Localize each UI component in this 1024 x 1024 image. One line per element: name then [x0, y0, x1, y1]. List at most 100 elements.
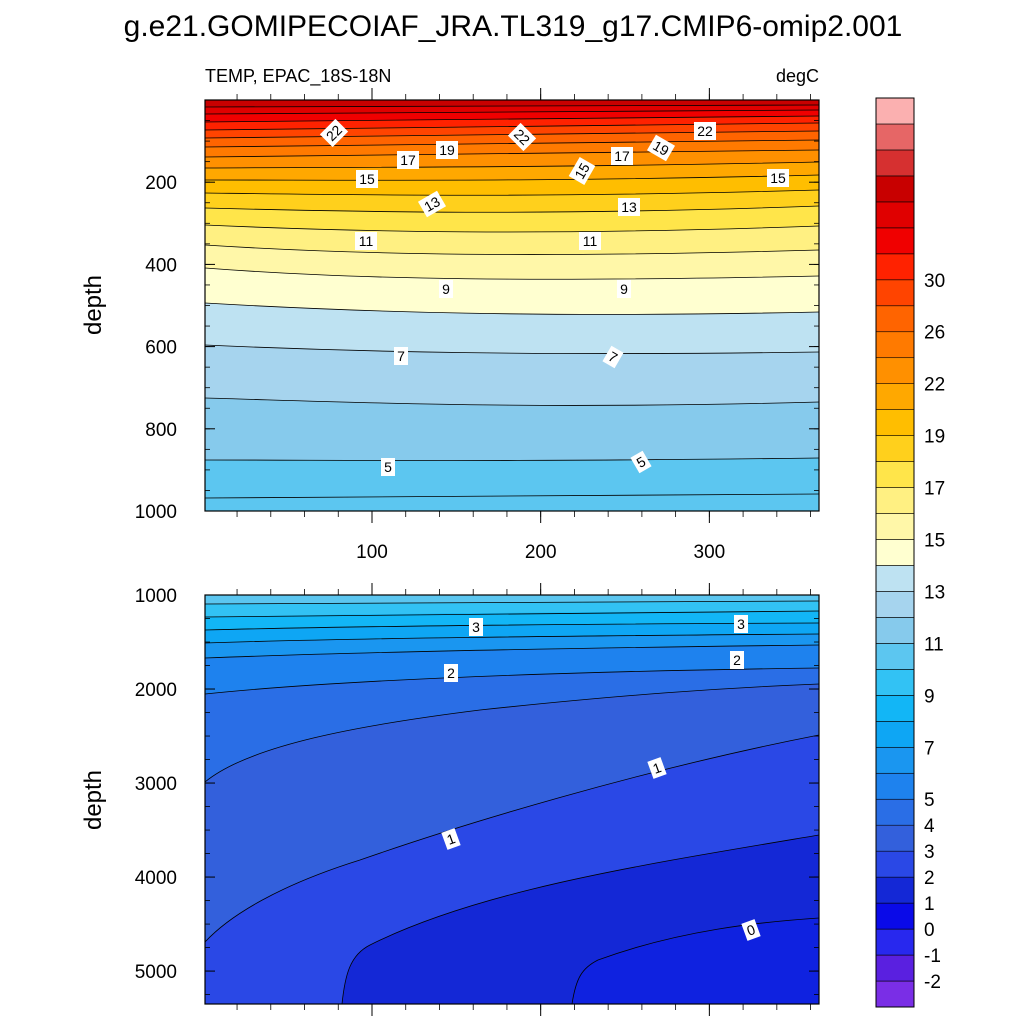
contour-label: 11: [355, 232, 377, 250]
svg-text:13: 13: [421, 193, 443, 215]
svg-text:7: 7: [397, 348, 405, 364]
y-tick-label: 3000: [135, 774, 177, 795]
colorbar-box: [875, 487, 915, 514]
contour-label: 5: [630, 450, 652, 474]
colorbar-box: [875, 643, 915, 670]
subtitle-left: TEMP, EPAC_18S-18N: [205, 66, 391, 87]
lower-ylabel: depth: [80, 770, 107, 830]
colorbar-label: 2: [924, 868, 935, 889]
upper-contour-lines: [205, 104, 819, 499]
lower-contour-fill: [205, 595, 819, 1004]
y-tick-label: 5000: [135, 962, 177, 983]
contour-label: 13: [618, 198, 640, 216]
contour-label: 22: [319, 118, 349, 148]
colorbar-box: [875, 928, 915, 956]
colorbar-box: [875, 279, 915, 307]
colorbar-box: [875, 227, 915, 255]
colorbar-box: [875, 980, 915, 1008]
contour-label: 19: [436, 141, 458, 159]
y-tick-label: 400: [145, 255, 177, 276]
colorbar-label: 9: [924, 686, 935, 707]
y-tick-label: 1000: [135, 586, 177, 607]
colorbar-label: 4: [924, 816, 935, 837]
svg-text:15: 15: [770, 170, 786, 186]
colorbar-box: [875, 461, 915, 488]
colorbar-box: [875, 331, 915, 359]
colorbar-label: 17: [924, 479, 945, 500]
y-tick-label: 1000: [135, 502, 177, 523]
subtitle-right: degC: [776, 66, 819, 86]
contour-label: 22: [507, 122, 537, 152]
contour-label: 11: [579, 232, 601, 250]
svg-text:3: 3: [472, 619, 480, 635]
upper-axes: 200 400 600 800 1000 100 200 300: [135, 88, 819, 563]
svg-text:9: 9: [620, 281, 628, 297]
colorbar-label: -1: [924, 946, 941, 967]
colorbar-label: 7: [924, 738, 935, 759]
y-tick-label: 800: [145, 420, 177, 441]
colorbar-label: 3: [924, 842, 935, 863]
colorbar-box: [875, 357, 915, 384]
svg-text:11: 11: [359, 233, 374, 249]
fill-band-24: [205, 100, 819, 107]
contour-label: 17: [611, 147, 633, 165]
colorbar-box: [875, 746, 915, 774]
contour-label: 0: [741, 919, 761, 941]
contour-label: 15: [568, 156, 596, 186]
colorbar-box: [875, 669, 915, 696]
colorbar-box: [875, 591, 915, 618]
colorbar-box: [875, 850, 915, 878]
svg-text:19: 19: [650, 137, 672, 159]
fill-band-8: [205, 595, 819, 604]
contour-label: 7: [394, 347, 408, 365]
lower-plot-frame: [204, 594, 820, 1005]
svg-text:22: 22: [697, 123, 713, 139]
colorbar-label: 13: [924, 582, 945, 603]
colorbar-label: 11: [924, 634, 944, 655]
contour-label: 15: [767, 169, 789, 187]
x-tick-label: 100: [356, 542, 388, 563]
svg-text:13: 13: [621, 199, 637, 215]
colorbar-label: 1: [924, 894, 935, 915]
svg-text:17: 17: [400, 152, 416, 168]
svg-text:9: 9: [442, 281, 450, 297]
colorbar-box: [875, 876, 915, 904]
y-tick-label: 4000: [135, 868, 177, 889]
svg-text:15: 15: [571, 160, 593, 182]
svg-text:2: 2: [447, 665, 455, 681]
y-tick-label: 2000: [135, 680, 177, 701]
colorbar-box: [875, 175, 915, 203]
contour-label: 9: [439, 280, 453, 298]
lower-contour-labels: 3 3 2 2 1 1 0: [441, 615, 761, 941]
svg-text:11: 11: [583, 233, 598, 249]
colorbar-box: [875, 201, 915, 229]
colorbar-box: [875, 97, 915, 125]
colorbar-frame: [875, 97, 915, 1008]
colorbar-box: [875, 253, 915, 281]
svg-text:17: 17: [614, 148, 630, 164]
contour-label: 7: [602, 345, 624, 369]
upper-contour-fill: [205, 100, 819, 511]
svg-text:19: 19: [439, 142, 455, 158]
contour-label: 17: [397, 151, 419, 169]
lower-panel: 1000 2000 3000 4000 5000 3 3 2 2 1 1 0 depth: [80, 583, 820, 1016]
colorbar-box: [875, 721, 915, 748]
colorbar-label: -2: [924, 972, 941, 993]
y-tick-label: 200: [145, 173, 177, 194]
colorbar-box: [875, 954, 915, 982]
contour-label: 22: [694, 122, 716, 140]
colorbar-box: [875, 149, 915, 177]
y-tick-label: 600: [145, 338, 177, 359]
colorbar-label: 26: [924, 323, 945, 344]
lower-axes: 1000 2000 3000 4000 5000: [135, 583, 819, 1016]
colorbar-box: [875, 772, 915, 800]
colorbar: -2 -1 0 1 2 3 4 5 7 9 11 13 15 17 19 22 26 30: [875, 97, 945, 1008]
colorbar-label: 5: [924, 790, 935, 811]
contour-label: 2: [444, 664, 458, 682]
contour-label: 15: [356, 170, 378, 188]
contour-label: 2: [730, 651, 744, 669]
chart-title: g.e21.GOMIPECOIAF_JRA.TL319_g17.CMIP6-om…: [124, 10, 903, 43]
colorbar-label: 30: [924, 271, 945, 292]
svg-text:5: 5: [384, 459, 392, 475]
